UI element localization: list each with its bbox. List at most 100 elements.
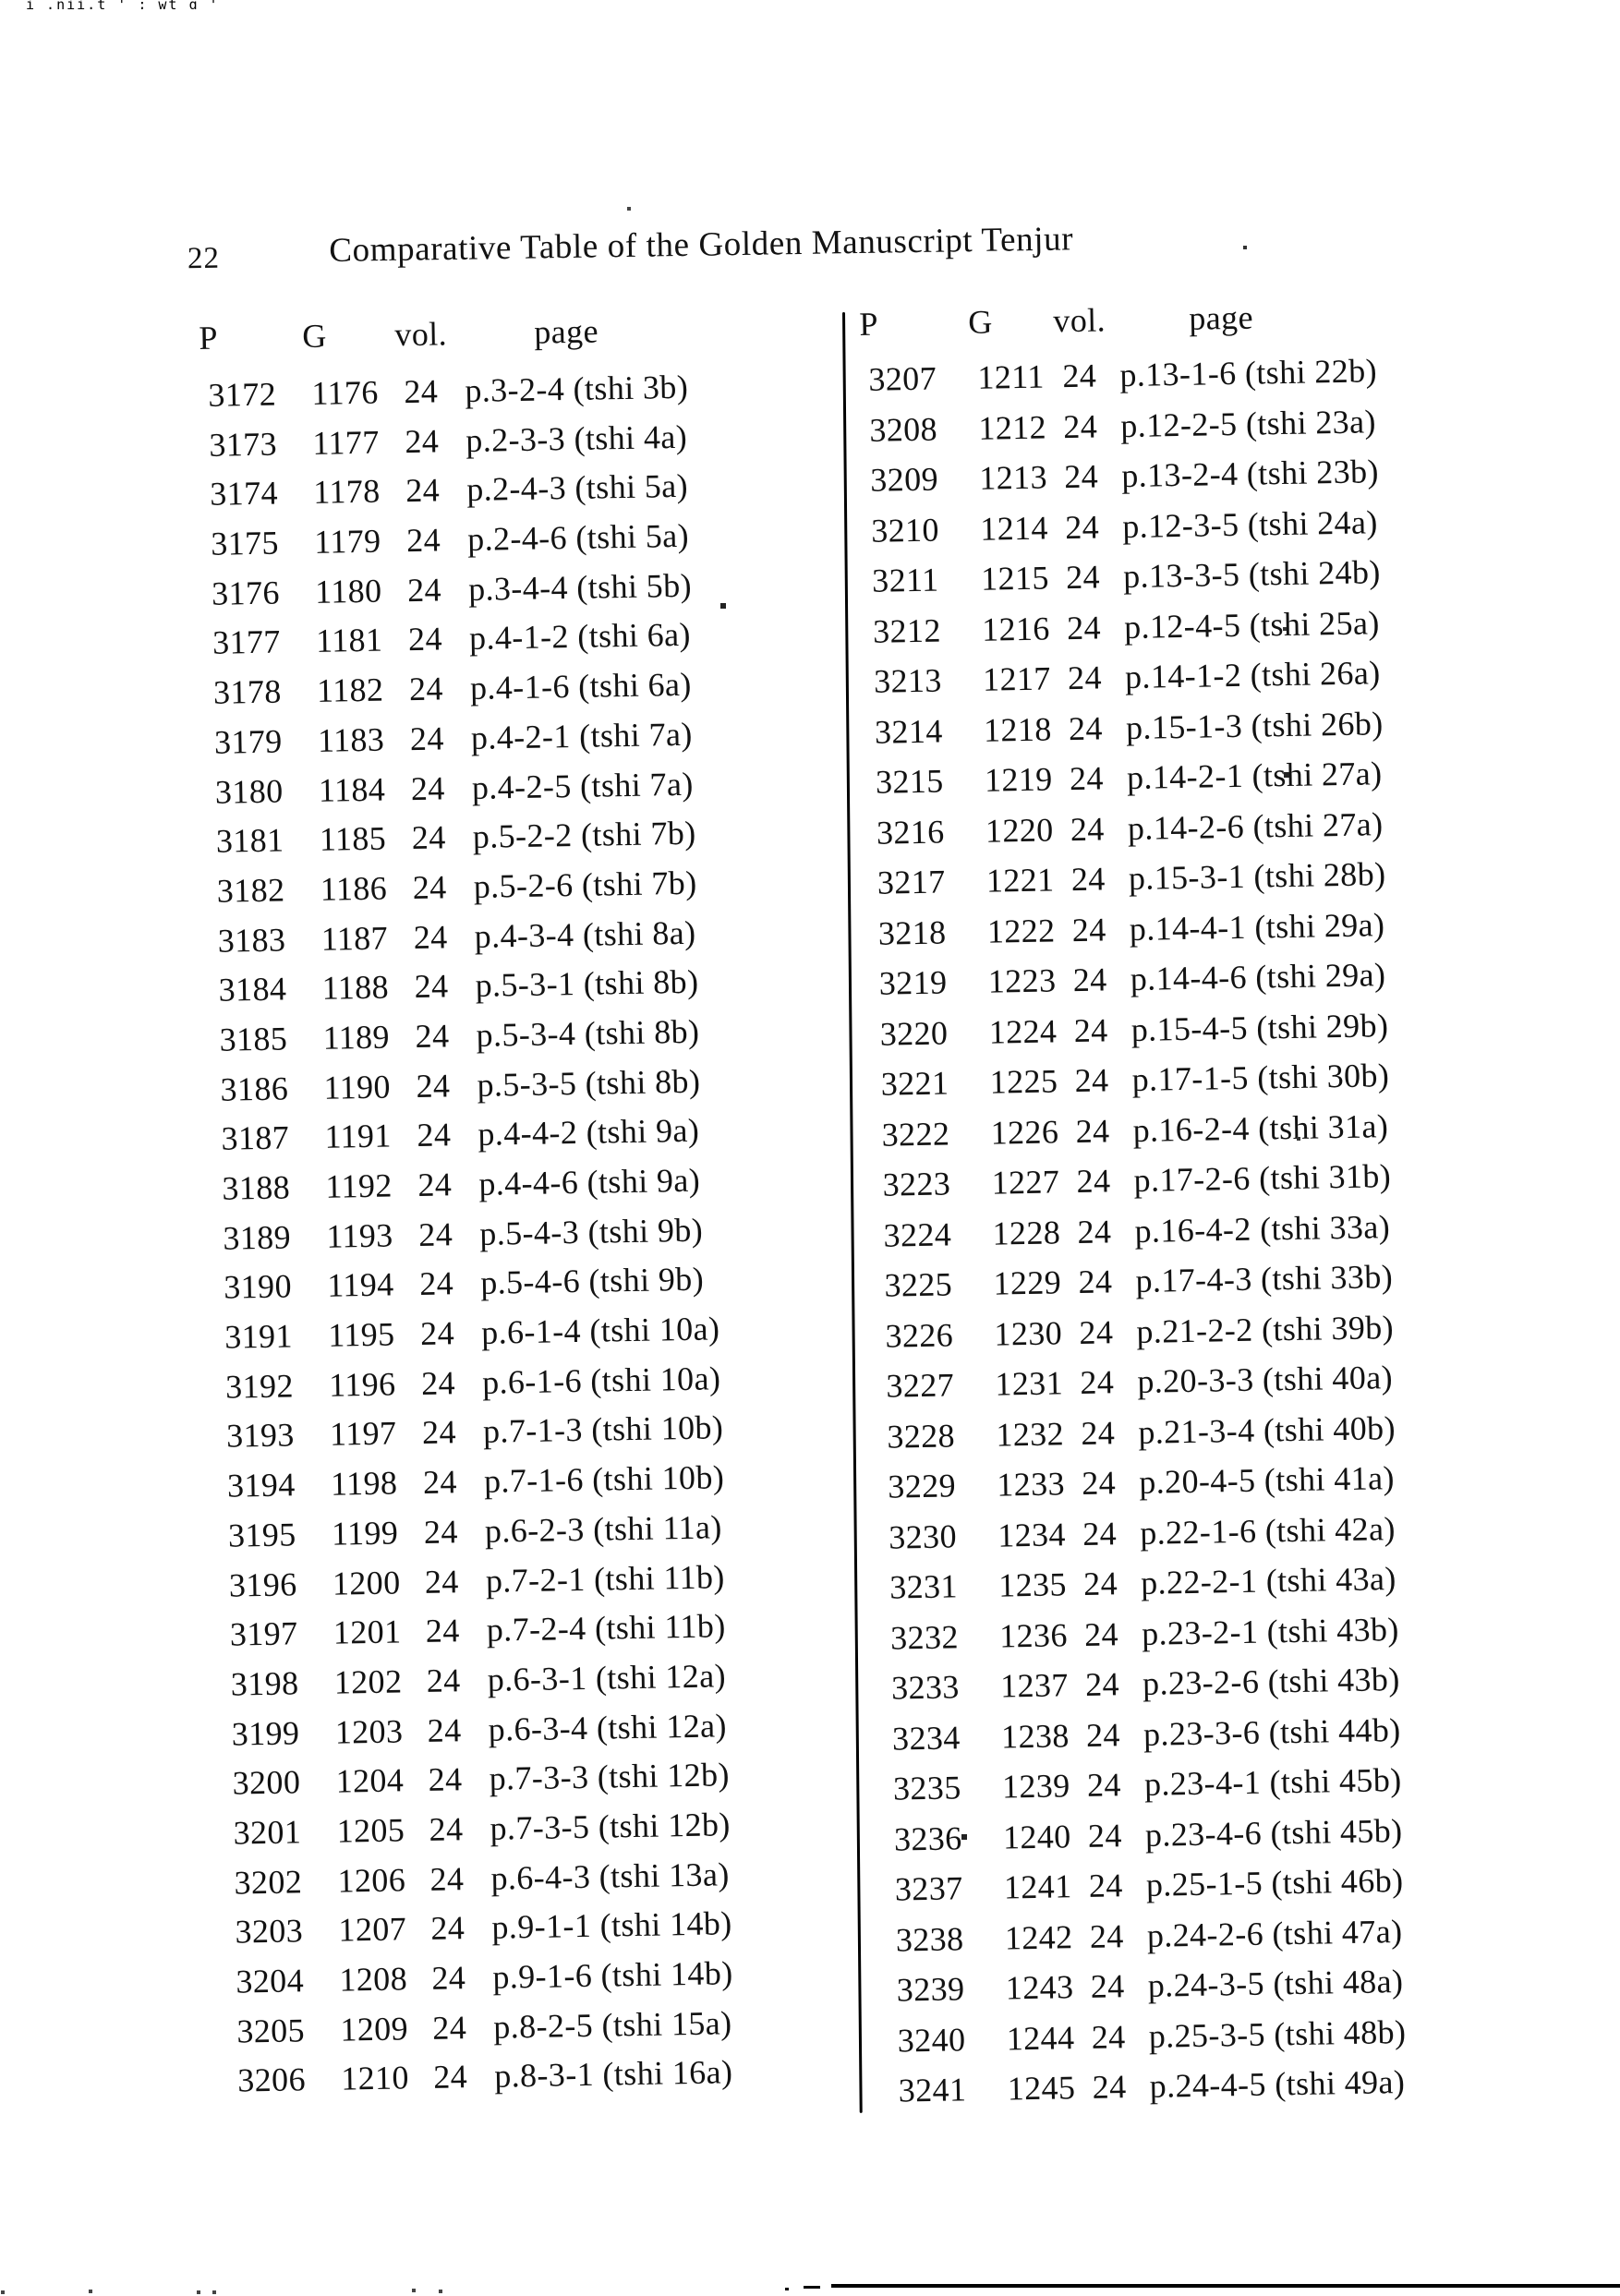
p-cell: 3225 [884,1265,953,1304]
g-cell: 1201 [332,1613,402,1651]
g-cell: 1227 [991,1163,1060,1202]
vol-cell: 24 [413,917,448,956]
g-cell: 1226 [990,1112,1059,1152]
g-cell: 1203 [334,1711,404,1751]
page-cell: p.4-2-5 (tshi 7a) [471,765,694,806]
vol-cell: 24 [408,670,444,708]
p-cell: 3237 [894,1869,963,1908]
vol-cell: 24 [406,571,442,609]
page-cell: p.15-3-1 (tshi 28b) [1128,855,1386,897]
p-cell: 3198 [230,1664,299,1703]
p-cell: 3206 [236,2060,307,2099]
page-cell: p.8-3-1 (tshi 16a) [493,2053,733,2096]
p-cell: 3234 [891,1718,961,1758]
bottom-edge-dash [804,2286,820,2289]
page-cell: p.5-2-2 (tshi 7b) [472,814,696,856]
vol-cell: 24 [1081,1464,1117,1502]
g-cell: 1231 [995,1364,1064,1403]
g-cell: 1209 [340,2010,409,2048]
p-cell: 3200 [232,1763,301,1802]
page-cell: p.24-2-6 (tshi 47a) [1146,1912,1403,1954]
page-cell: p.5-3-1 (tshi 8b) [475,962,699,1005]
page-cell: p.12-4-5 (tshi 25a) [1123,603,1380,646]
g-cell: 1224 [988,1011,1058,1051]
g-cell: 1182 [316,671,384,709]
vol-cell: 24 [1076,1162,1111,1201]
page-cell: p.13-3-5 (tshi 24b) [1122,553,1382,596]
p-cell: 3223 [882,1165,951,1203]
vol-cell: 24 [405,521,441,560]
vol-cell: 24 [1084,1665,1120,1703]
page-cell: p.12-3-5 (tshi 24a) [1121,502,1379,545]
page-cell: p.23-2-1 (tshi 43b) [1141,1610,1400,1652]
g-cell: 1229 [993,1263,1062,1302]
vol-cell: 24 [405,471,441,510]
vol-cell: 24 [1072,961,1107,999]
g-cell: 1193 [326,1216,393,1255]
column-header-vol: vol. [393,315,448,354]
p-cell: 3222 [881,1114,950,1154]
p-cell: 3180 [214,771,284,811]
vol-cell: 24 [407,620,443,659]
p-cell: 3203 [235,1912,304,1951]
page-cell: p.25-3-5 (tshi 48b) [1148,2012,1407,2055]
vol-cell: 24 [418,1264,454,1303]
vol-cell: 24 [1062,356,1097,395]
p-cell: 3173 [209,425,278,464]
vol-cell: 24 [431,1959,466,1997]
p-cell: 3204 [236,1962,305,2000]
p-cell: 3174 [209,474,279,514]
p-cell: 3221 [880,1064,949,1103]
page-cell: p.14-4-1 (tshi 29a) [1129,905,1385,948]
vol-cell: 24 [428,1760,463,1799]
page-cell: p.13-1-6 (tshi 22b) [1119,352,1378,394]
g-cell: 1178 [312,472,381,512]
p-cell: 3235 [892,1769,961,1807]
vol-cell: 24 [1090,1967,1125,2005]
vol-cell: 24 [415,1017,450,1055]
p-cell: 3212 [872,611,942,650]
vol-cell: 24 [1091,2017,1126,2056]
vol-cell: 24 [429,1810,464,1848]
page-cell: p.5-4-6 (tshi 9b) [479,1260,705,1302]
page-cell: p.23-2-6 (tshi 43b) [1142,1661,1400,1702]
g-cell: 1228 [992,1213,1061,1252]
vol-cell: 24 [1078,1263,1113,1301]
g-cell: 1223 [987,961,1057,1000]
vol-cell: 24 [1062,407,1098,445]
page-cell: p.21-3-4 (tshi 40b) [1137,1408,1396,1451]
vol-cell: 24 [1073,1010,1108,1049]
vol-cell: 24 [420,1364,456,1402]
page-cell: p.17-4-3 (tshi 33b) [1135,1258,1394,1299]
page-cell: p.24-3-5 (tshi 48a) [1147,1962,1404,2004]
p-cell: 3181 [215,821,284,860]
g-cell: 1239 [1001,1767,1070,1806]
column-header-g: G [302,317,328,356]
vol-cell: 24 [1080,1363,1115,1401]
page-cell: p.14-1-2 (tshi 26a) [1124,654,1381,696]
p-cell: 3231 [889,1567,959,1606]
page-cell: p.7-2-4 (tshi 11b) [486,1607,726,1649]
p-cell: 3176 [211,574,281,612]
page-cell: p.6-2-3 (tshi 11a) [484,1508,723,1550]
table-body: 3172 1176 24 p.3-2-4 (tshi 3b) 3173 1177 24 p.2… [199,365,876,2111]
vol-cell: 24 [1064,508,1100,546]
page-cell: p.23-4-1 (tshi 45b) [1143,1760,1402,1803]
g-cell: 1198 [330,1464,398,1503]
p-cell: 3219 [878,963,948,1002]
page-cell: p.6-1-4 (tshi 10a) [480,1310,720,1351]
p-cell: 3185 [219,1020,288,1058]
page-cell: p.5-3-5 (tshi 8b) [477,1062,701,1104]
column-header-g: G [967,303,994,341]
g-cell: 1220 [985,810,1054,850]
p-cell: 3227 [886,1366,955,1405]
vol-cell: 24 [1067,659,1103,697]
page-cell: p.6-1-6 (tshi 10a) [481,1359,721,1401]
vol-cell: 24 [1069,759,1105,798]
p-cell: 3211 [871,561,939,599]
vol-cell: 24 [426,1662,461,1699]
vol-cell: 24 [1088,1867,1124,1904]
g-cell: 1206 [337,1860,406,1900]
p-cell: 3177 [212,622,282,662]
table-row: 3206 1210 24 p.8-3-1 (tshi 16a) [237,2050,876,2111]
